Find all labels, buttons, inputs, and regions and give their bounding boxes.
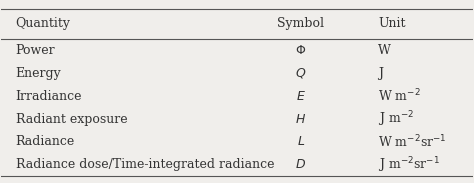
Text: Symbol: Symbol — [277, 17, 324, 30]
Text: Radiance dose/Time-integrated radiance: Radiance dose/Time-integrated radiance — [16, 158, 274, 171]
Text: W m$^{-2}$sr$^{-1}$: W m$^{-2}$sr$^{-1}$ — [378, 134, 447, 150]
Text: J m$^{-2}$sr$^{-1}$: J m$^{-2}$sr$^{-1}$ — [378, 155, 440, 175]
Text: W: W — [378, 44, 391, 57]
Text: $\mathit{D}$: $\mathit{D}$ — [295, 158, 306, 171]
Text: Radiant exposure: Radiant exposure — [16, 113, 127, 126]
Text: $\mathit{\Phi}$: $\mathit{\Phi}$ — [295, 44, 306, 57]
Text: Power: Power — [16, 44, 55, 57]
Text: $\mathit{H}$: $\mathit{H}$ — [295, 113, 306, 126]
Text: Unit: Unit — [378, 17, 406, 30]
Text: Quantity: Quantity — [16, 17, 71, 30]
Text: $\mathit{Q}$: $\mathit{Q}$ — [295, 66, 306, 81]
Text: Energy: Energy — [16, 67, 61, 80]
Text: W m$^{-2}$: W m$^{-2}$ — [378, 88, 421, 105]
Text: J: J — [378, 67, 383, 80]
Text: $\mathit{L}$: $\mathit{L}$ — [297, 135, 305, 148]
Text: Irradiance: Irradiance — [16, 90, 82, 103]
Text: Radiance: Radiance — [16, 135, 75, 148]
Text: $\mathit{E}$: $\mathit{E}$ — [296, 90, 306, 103]
Text: J m$^{-2}$: J m$^{-2}$ — [378, 109, 414, 129]
